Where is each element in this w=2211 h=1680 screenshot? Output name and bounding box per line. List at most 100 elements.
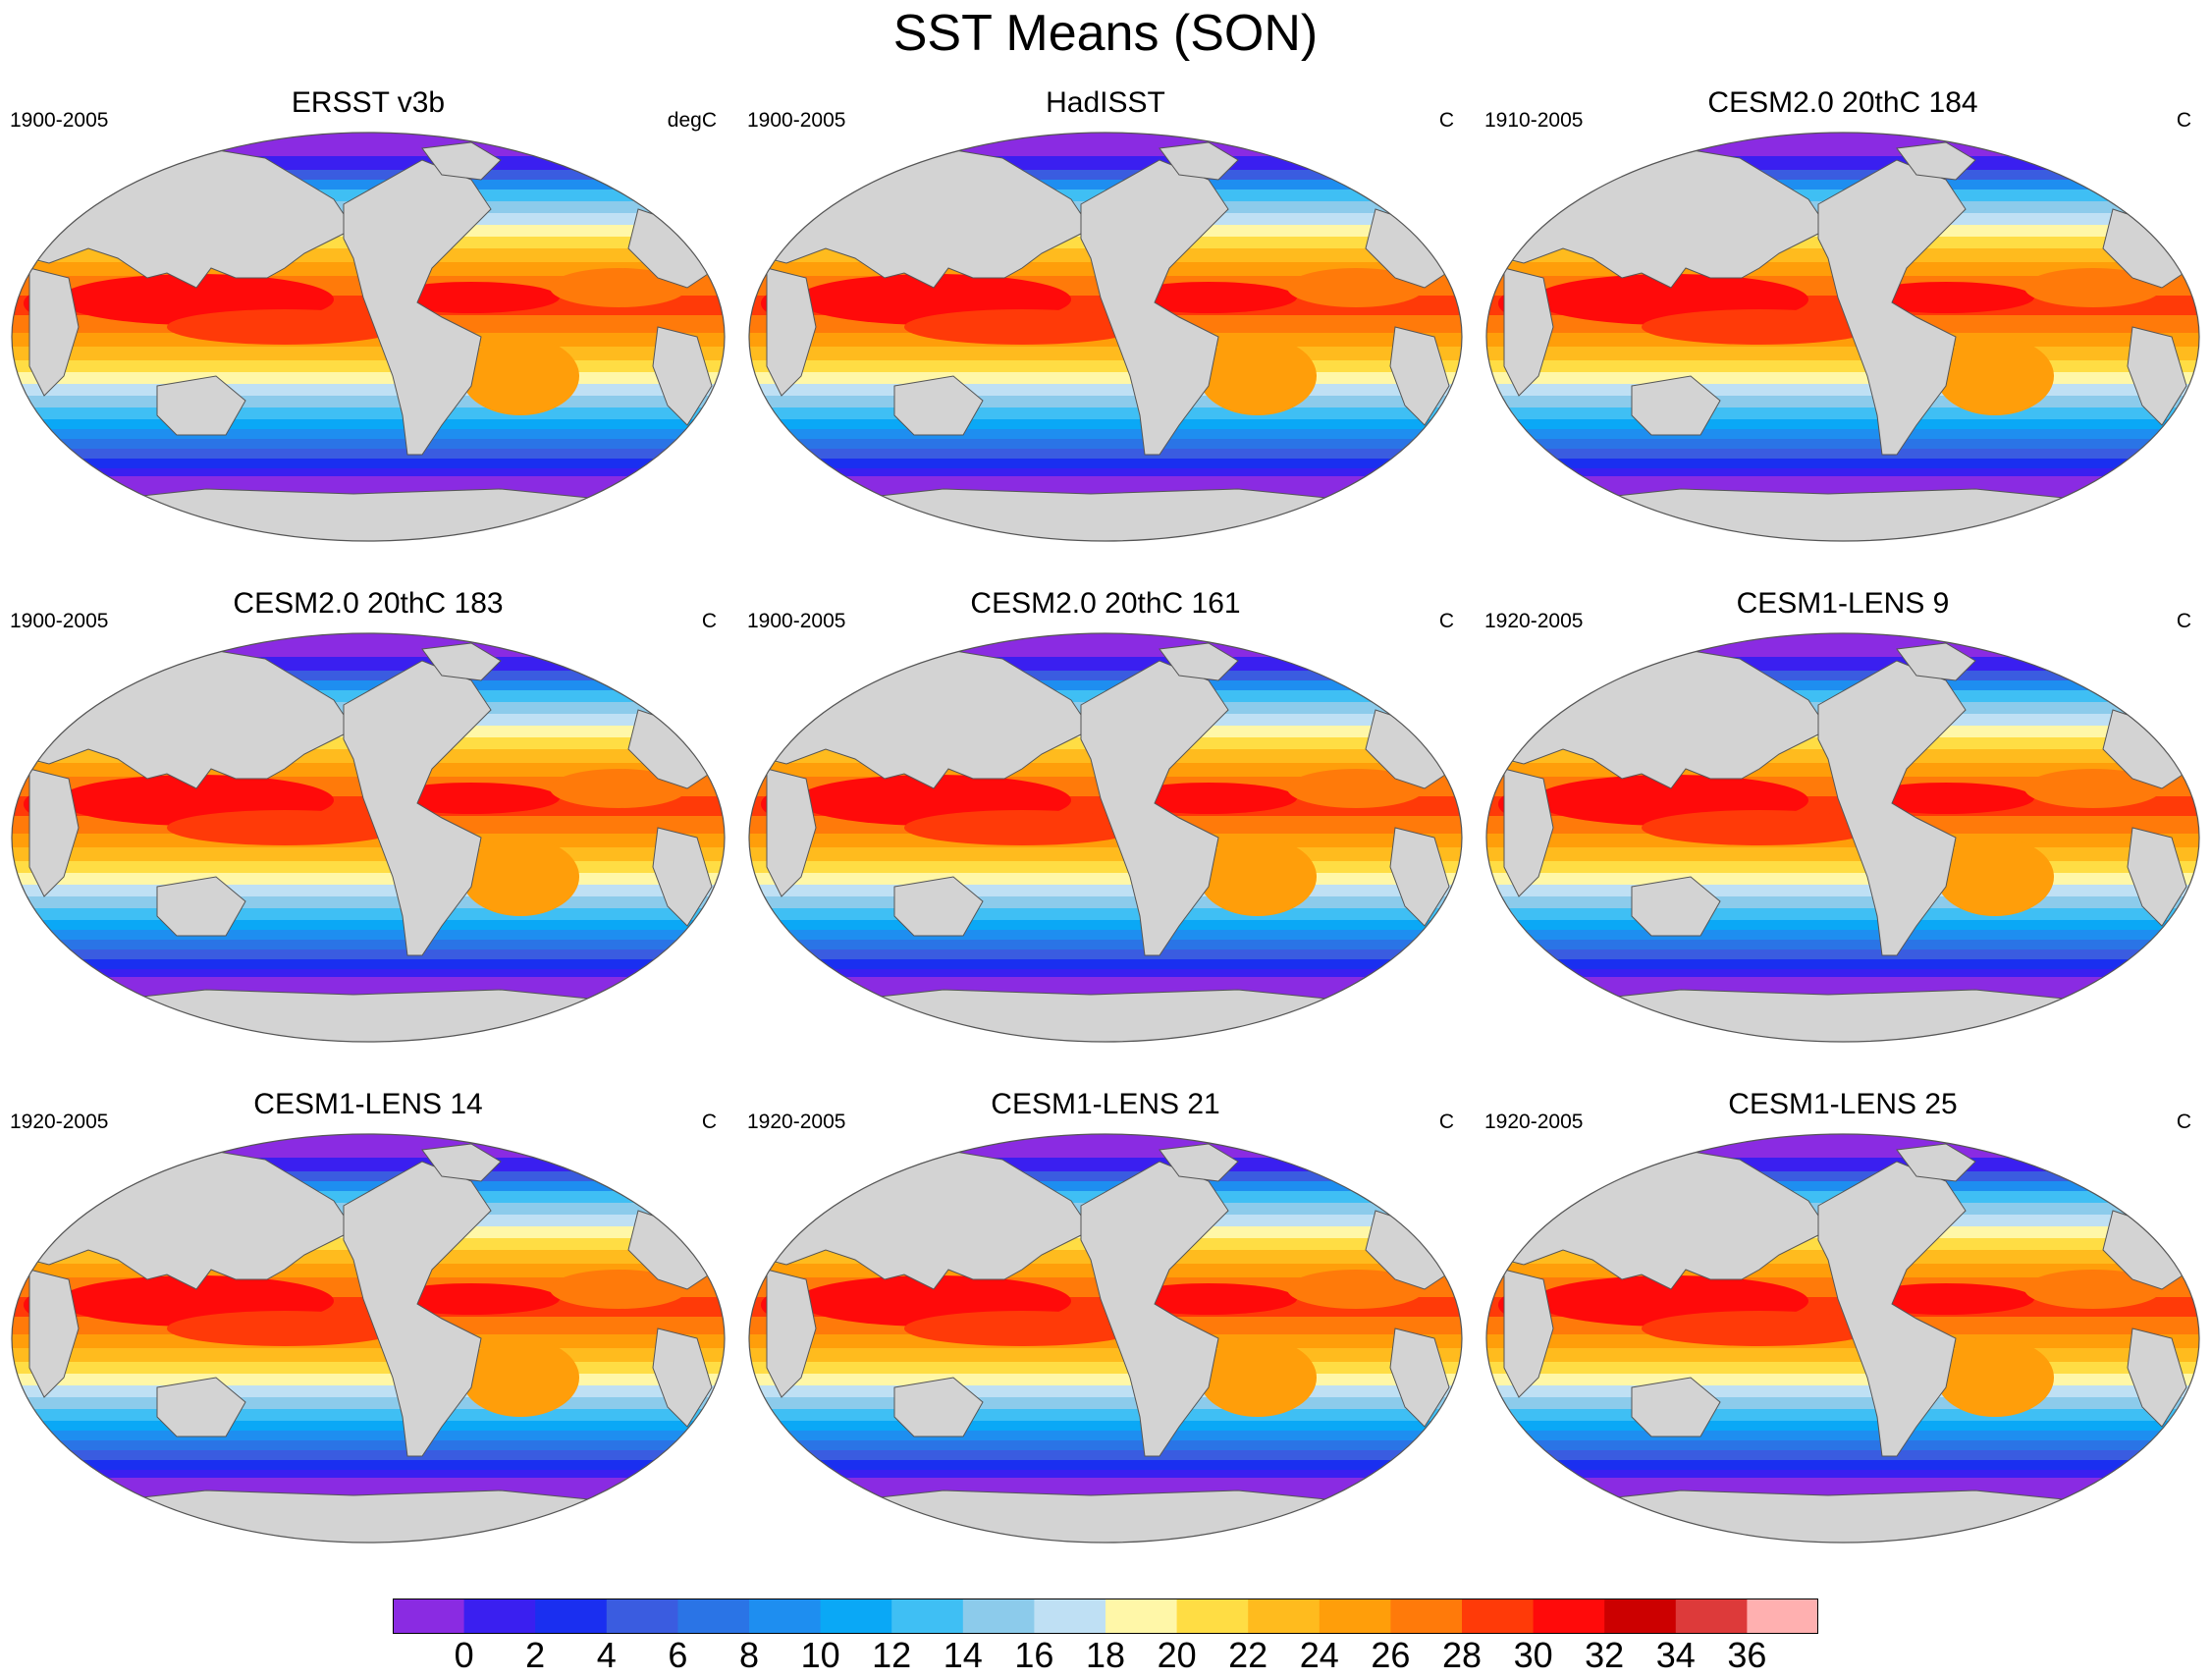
panel-years: 1900-2005 (747, 610, 846, 632)
sst-band (1486, 908, 2199, 920)
map-outline (748, 632, 1463, 1043)
land-greenland (1896, 642, 1976, 681)
sst-band (749, 459, 1462, 468)
panel-title: CESM1-LENS 14 (253, 1088, 483, 1120)
colorbar-tick-label: 24 (1299, 1635, 1339, 1675)
land-americas (1080, 159, 1229, 456)
colorbar-segment (1248, 1599, 1321, 1634)
land-antarctica (1533, 488, 2133, 541)
colorbar-segment (463, 1599, 536, 1634)
land-africaSouth (2127, 827, 2187, 927)
land-antarctica (795, 1490, 1396, 1543)
panel-units: C (2176, 610, 2191, 632)
sst-band (749, 680, 1462, 690)
colorbar-tick-label: 2 (525, 1635, 546, 1675)
colorbar-frame (393, 1599, 1818, 1634)
colorbar-tick-label: 12 (872, 1635, 912, 1675)
sst-band (12, 1421, 725, 1431)
sst-feature (1120, 282, 1297, 313)
sst-band (749, 930, 1462, 940)
sst-band (749, 1470, 1462, 1478)
sst-band (1486, 372, 2199, 384)
land-americas (1817, 1161, 1967, 1457)
panel-title: HadISST (1046, 86, 1165, 119)
land-antarctica (1533, 989, 2133, 1042)
sst-band (1486, 885, 2199, 896)
map-panel: CESM1-LENS 14 1920-2005 C (0, 1088, 736, 1559)
colorbar (393, 1599, 1818, 1634)
sst-band (1486, 459, 2199, 468)
sst-band (1486, 1385, 2199, 1397)
land-australia (1631, 375, 1721, 436)
panel-title: CESM2.0 20thC 161 (970, 587, 1241, 620)
sst-band (12, 940, 725, 949)
sst-band (1486, 1421, 2199, 1431)
sst-band (1486, 180, 2199, 190)
sst-band (1486, 633, 2199, 657)
colorbar-tick-label: 4 (596, 1635, 617, 1675)
colorbar-segment (1106, 1599, 1178, 1634)
sst-band (12, 1431, 725, 1440)
land-greenland (421, 1143, 502, 1182)
sst-feature (1199, 1338, 1317, 1417)
sst-band (1486, 920, 2199, 930)
sst-band (12, 885, 725, 896)
sst-band (1486, 930, 2199, 940)
sst-band (12, 347, 725, 360)
sst-band (749, 347, 1462, 360)
sst-band (12, 407, 725, 419)
sst-band (1486, 847, 2199, 861)
land-africa (28, 768, 80, 897)
map-panel: CESM2.0 20thC 161 1900-2005 C (737, 587, 1474, 1058)
colorbar-tick-label: 34 (1655, 1635, 1696, 1675)
colorbar-tick-label: 20 (1157, 1635, 1197, 1675)
panel-units: C (2176, 109, 2191, 132)
sst-map (748, 1133, 1463, 1544)
sst-band (1486, 156, 2199, 170)
sst-feature (461, 1338, 579, 1417)
sst-feature (2024, 1270, 2162, 1309)
land-australia (893, 876, 984, 937)
sst-band (749, 1431, 1462, 1440)
sst-band (12, 959, 725, 969)
colorbar-tick-label: 0 (454, 1635, 474, 1675)
land-africaSouth (652, 827, 713, 927)
panel-title: CESM2.0 20thC 184 (1707, 86, 1978, 119)
sst-map (748, 132, 1463, 542)
sst-band (12, 1171, 725, 1181)
sst-band (1486, 468, 2199, 476)
sst-band (12, 633, 725, 657)
land-antarctica (1533, 1490, 2133, 1543)
colorbar-tick-label: 6 (668, 1635, 688, 1675)
land-africaSouth (652, 326, 713, 426)
sst-band (12, 896, 725, 908)
sst-band (749, 1460, 1462, 1470)
sst-band (12, 439, 725, 449)
sst-band (12, 1460, 725, 1470)
sst-band (12, 1409, 725, 1421)
sst-band (749, 873, 1462, 885)
land-antarctica (58, 989, 659, 1042)
land-africa (1503, 768, 1554, 897)
land-africa (1503, 267, 1554, 397)
panel-years: 1920-2005 (10, 1111, 109, 1133)
panel-title: CESM2.0 20thC 183 (233, 587, 504, 620)
land-greenland (1896, 141, 1976, 181)
sst-feature (1642, 1311, 1877, 1346)
sst-map (11, 1133, 726, 1544)
panel-units: C (701, 1111, 717, 1133)
map-panel: ERSST v3b 1900-2005 degC (0, 86, 736, 558)
land-greenland (421, 642, 502, 681)
colorbar-segment (606, 1599, 678, 1634)
sst-band (1486, 396, 2199, 407)
sst-band (1486, 347, 2199, 360)
sst-band (749, 1450, 1462, 1460)
land-australia (1631, 876, 1721, 937)
map-outline (1485, 132, 2200, 542)
colorbar-segment (820, 1599, 892, 1634)
sst-feature (461, 337, 579, 415)
sst-band (1486, 949, 2199, 959)
sst-band (749, 449, 1462, 459)
colorbar-tick-label: 8 (738, 1635, 760, 1675)
sst-band (12, 449, 725, 459)
